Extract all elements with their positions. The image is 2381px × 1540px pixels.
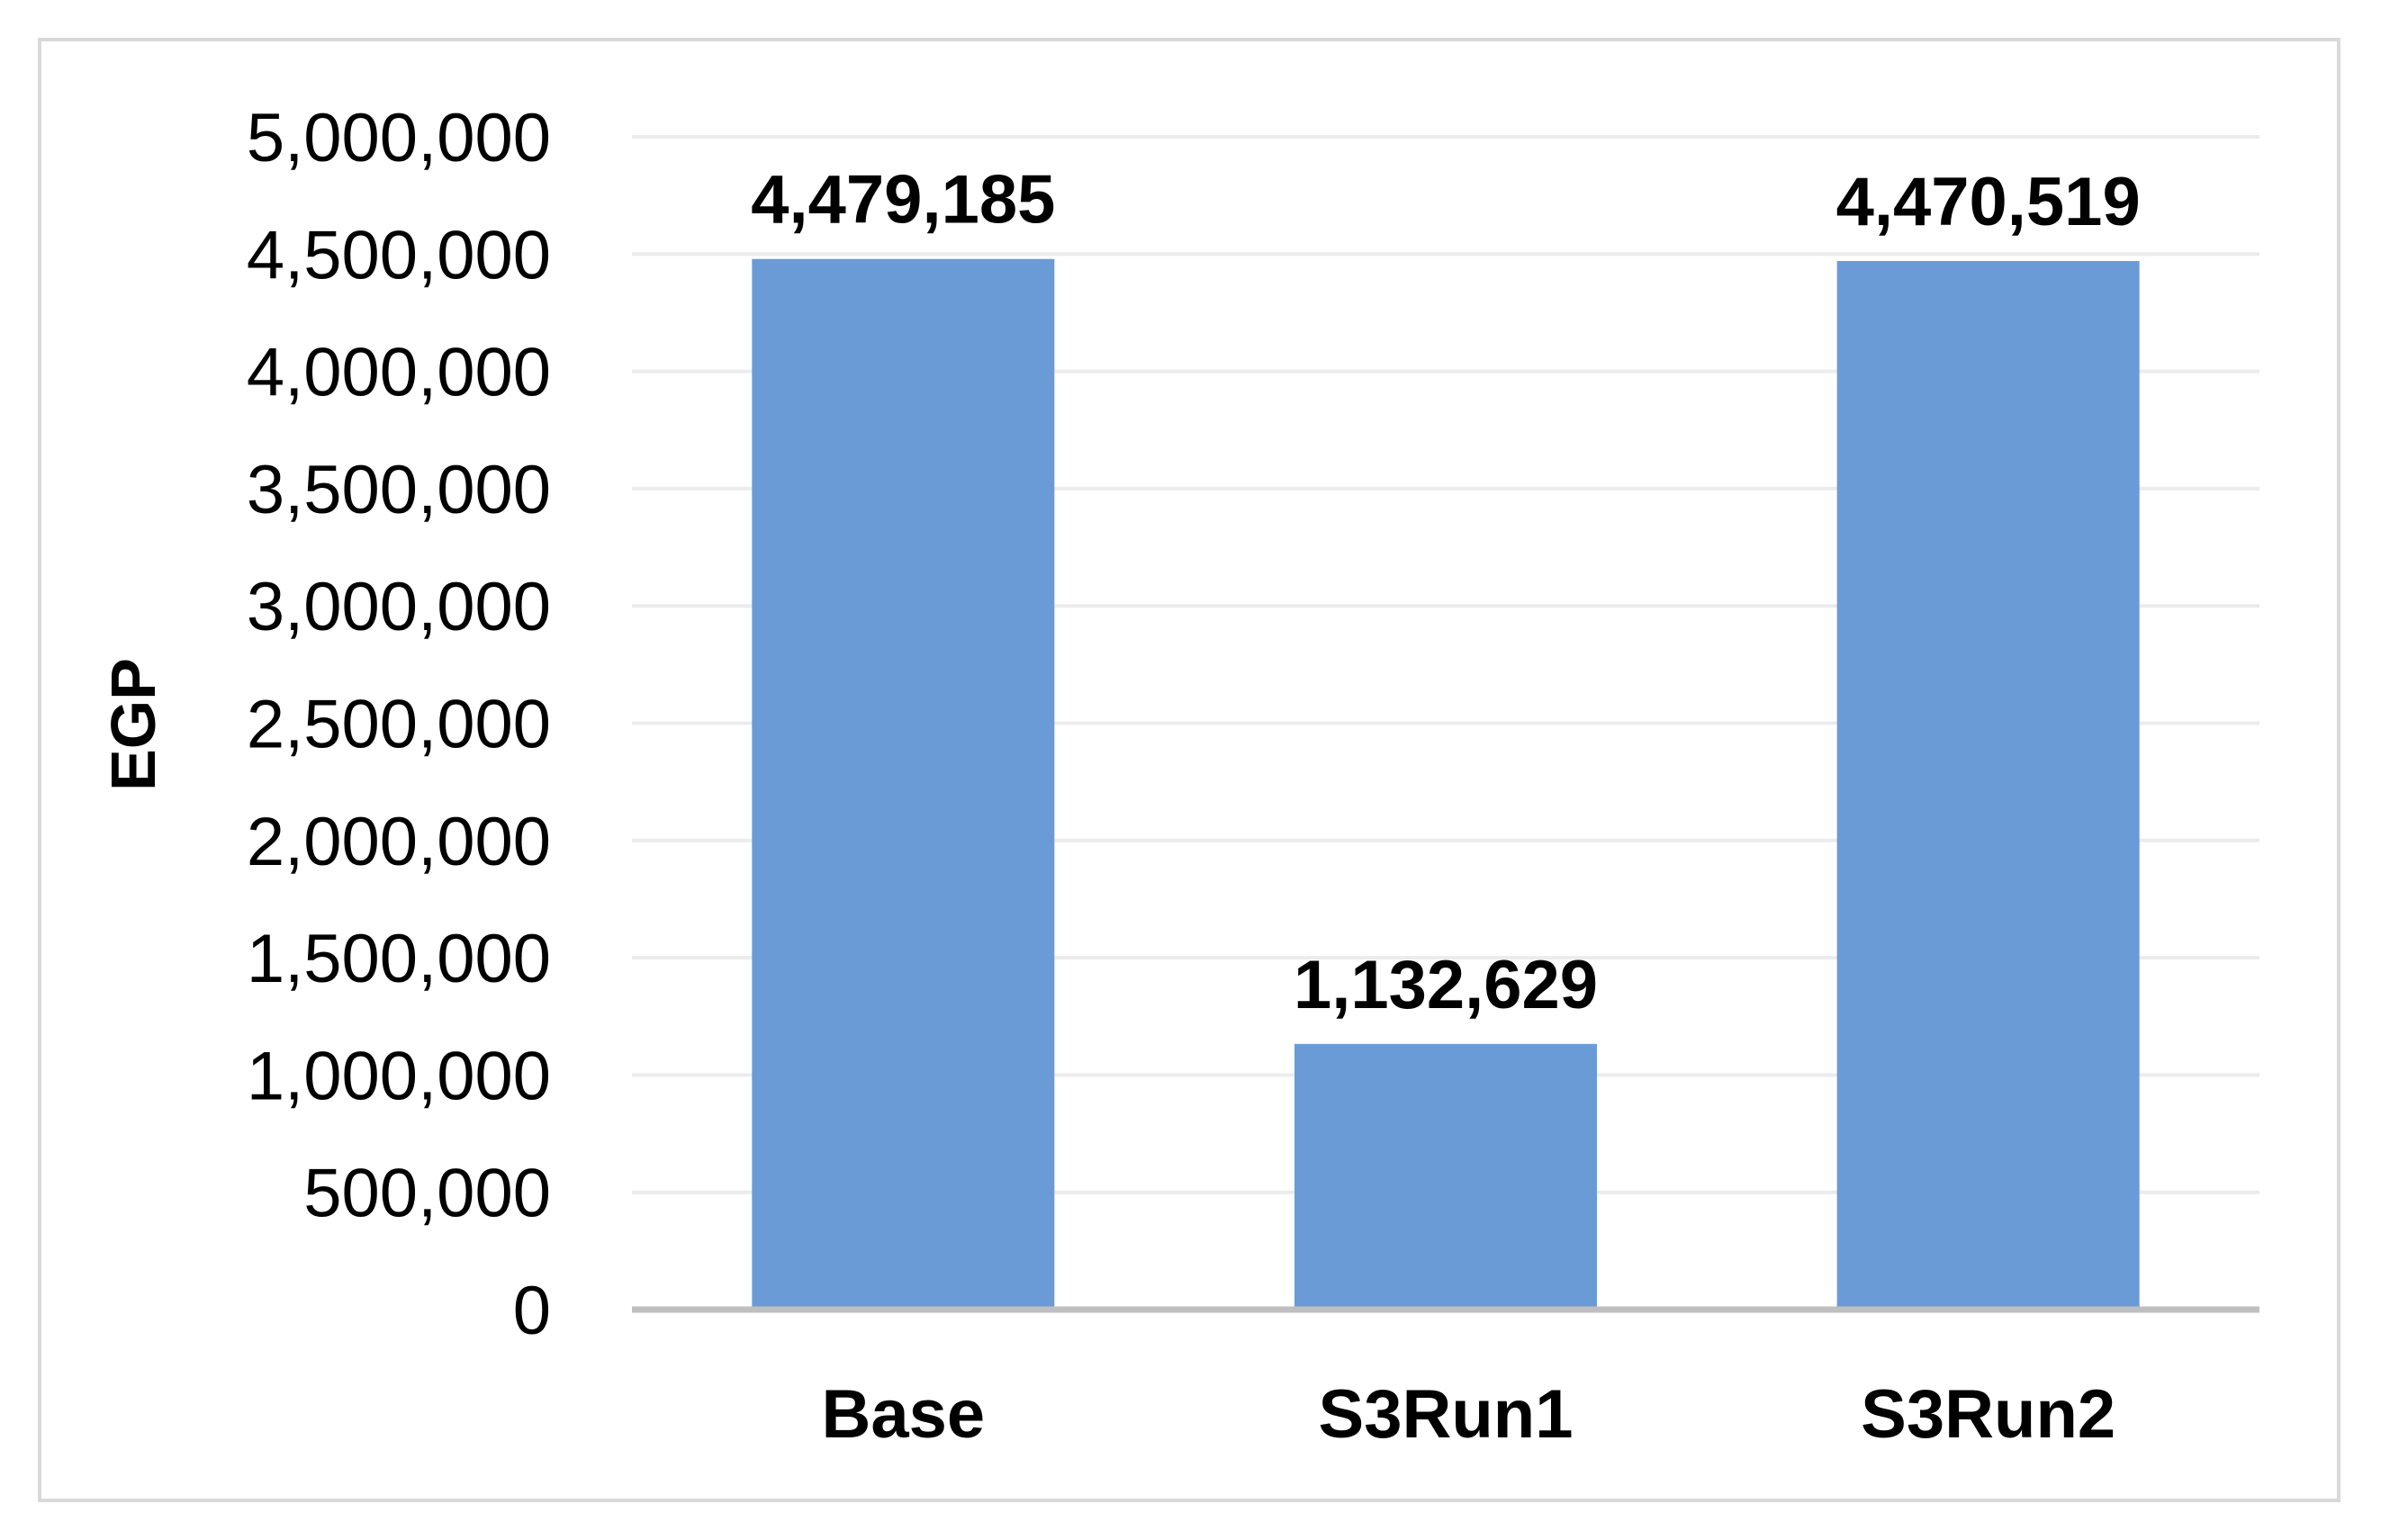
y-axis-title: EGP — [98, 658, 168, 791]
bars — [752, 258, 2140, 1310]
y-tick-label: 2,500,000 — [247, 687, 551, 763]
data-label-base: 4,479,185 — [751, 162, 1055, 239]
bar-s3run2 — [1836, 260, 2140, 1310]
y-tick-label: 5,000,000 — [247, 100, 551, 176]
bar-base — [752, 258, 1055, 1310]
x-axis-category-labels: Base S3Run1 S3Run2 — [821, 1376, 2115, 1453]
data-labels: 4,479,185 1,132,629 4,470,519 — [751, 162, 2140, 1023]
data-label-s3run1: 1,132,629 — [1294, 947, 1598, 1023]
y-tick-label: 4,500,000 — [247, 217, 551, 293]
y-tick-label: 4,000,000 — [247, 335, 551, 411]
y-tick-label: 1,000,000 — [247, 1038, 551, 1114]
y-tick-label: 500,000 — [303, 1156, 551, 1232]
x-category-label: S3Run2 — [1861, 1376, 2115, 1453]
y-tick-label: 0 — [513, 1273, 551, 1349]
x-category-label: Base — [821, 1376, 985, 1453]
y-tick-label: 2,000,000 — [247, 804, 551, 880]
y-tick-label: 1,500,000 — [247, 921, 551, 997]
data-label-s3run2: 4,470,519 — [1836, 164, 2141, 240]
bar-s3run1 — [1294, 1043, 1597, 1310]
y-axis-tick-labels: 0 500,000 1,000,000 1,500,000 2,000,000 2,500… — [247, 100, 551, 1349]
x-category-label: S3Run1 — [1319, 1376, 1574, 1453]
y-tick-label: 3,000,000 — [247, 569, 551, 645]
y-tick-label: 3,500,000 — [247, 452, 551, 528]
